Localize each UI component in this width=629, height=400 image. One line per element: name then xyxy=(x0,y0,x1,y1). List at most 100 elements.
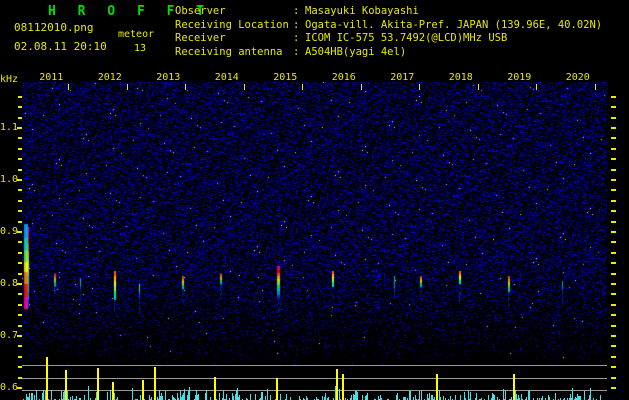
activity-bar xyxy=(365,396,366,400)
spectrogram-plot xyxy=(22,82,607,400)
activity-bar xyxy=(492,393,493,400)
activity-bar xyxy=(555,393,556,400)
y-axis-tick-label: 0.8 xyxy=(0,278,18,289)
activity-bar xyxy=(432,395,433,400)
activity-bar xyxy=(303,398,304,400)
activity-bar xyxy=(286,394,287,400)
activity-bar xyxy=(397,393,398,400)
right-axis-tick xyxy=(611,231,616,233)
y-axis-tick-label: 0.9 xyxy=(0,226,18,237)
right-axis-tick xyxy=(611,220,616,223)
activity-bar xyxy=(548,395,549,400)
activity-bar xyxy=(413,397,414,400)
activity-bar xyxy=(238,397,239,400)
info-row: Receiver : ICOM IC-575 53.7492(@LCD)MHz … xyxy=(175,32,602,46)
x-axis-year-label: 2017 xyxy=(390,72,415,83)
activity-peak-bar xyxy=(112,382,114,400)
activity-bar xyxy=(107,392,108,400)
activity-bar xyxy=(518,395,519,400)
activity-bar xyxy=(600,395,601,400)
activity-bar xyxy=(476,393,477,400)
activity-bar xyxy=(505,391,506,400)
activity-bar xyxy=(537,398,538,400)
right-axis-tick xyxy=(611,106,616,109)
right-axis-tick xyxy=(611,189,616,192)
y-axis-minor-tick xyxy=(18,95,22,98)
activity-bar xyxy=(366,395,367,400)
activity-bar xyxy=(307,398,308,400)
y-axis-tick xyxy=(17,231,22,233)
activity-bar xyxy=(132,388,133,400)
activity-bar xyxy=(464,392,465,400)
activity-bar xyxy=(195,395,196,400)
activity-bar xyxy=(177,393,178,400)
activity-bar xyxy=(511,397,512,400)
activity-bar xyxy=(188,391,189,400)
activity-bar xyxy=(29,393,30,400)
right-axis-ticks xyxy=(608,70,629,400)
activity-bar xyxy=(90,398,91,400)
activity-peak-bar xyxy=(342,374,344,400)
right-axis-tick xyxy=(611,303,616,306)
activity-bar xyxy=(404,397,405,400)
right-axis-tick xyxy=(611,324,616,327)
right-axis-tick xyxy=(611,293,616,296)
activity-bar xyxy=(350,398,351,400)
activity-bar xyxy=(570,394,571,400)
activity-bar xyxy=(237,388,238,400)
info-value: Ogata-vill. Akita-Pref. JAPAN (139.96E, … xyxy=(305,18,603,31)
info-colon: : xyxy=(293,32,300,44)
activity-bar xyxy=(140,395,141,400)
file-datetime-label: 02.08.11 20:10 xyxy=(14,40,107,53)
x-axis-tick xyxy=(244,84,245,90)
activity-peak-bar xyxy=(154,367,156,400)
activity-bar xyxy=(76,396,77,400)
x-axis-year-label: 2011 xyxy=(39,72,64,83)
x-axis-tick xyxy=(185,84,186,90)
activity-bar xyxy=(493,394,494,400)
activity-bar xyxy=(28,397,29,400)
activity-bar xyxy=(235,394,236,400)
activity-bar xyxy=(410,391,411,400)
activity-bar xyxy=(239,395,240,400)
activity-bar xyxy=(117,397,118,400)
activity-bar xyxy=(290,397,291,400)
file-name-label: 08112010.png xyxy=(14,21,94,34)
activity-bar xyxy=(197,395,198,400)
activity-bar xyxy=(232,393,233,400)
right-axis-tick xyxy=(611,283,616,285)
activity-bar xyxy=(80,398,81,400)
x-axis-year-label: 2014 xyxy=(214,72,239,83)
activity-bar xyxy=(306,396,307,400)
y-axis-minor-tick xyxy=(18,262,22,265)
activity-bar xyxy=(584,391,585,400)
activity-bar xyxy=(45,391,46,400)
activity-bar xyxy=(345,398,346,400)
activity-bar xyxy=(95,398,96,400)
activity-bar xyxy=(198,394,199,400)
activity-bar xyxy=(355,391,356,400)
activity-bar xyxy=(182,395,183,400)
activity-bar xyxy=(267,389,268,400)
activity-bar xyxy=(31,393,32,400)
y-axis-minor-tick xyxy=(18,355,22,358)
info-value: A504HB(yagi 4el) xyxy=(305,45,407,58)
activity-bar xyxy=(491,398,492,400)
activity-bar xyxy=(149,395,150,400)
activity-bar xyxy=(223,391,224,400)
activity-bar xyxy=(219,393,220,400)
activity-bar xyxy=(356,391,357,400)
activity-bar xyxy=(42,393,43,400)
activity-bar xyxy=(36,390,37,400)
activity-bar xyxy=(515,390,516,400)
x-axis-tick xyxy=(419,84,420,90)
activity-bar xyxy=(569,398,570,400)
activity-bar xyxy=(43,390,44,400)
activity-bar xyxy=(299,396,300,400)
x-axis-year-label: 2018 xyxy=(448,72,473,83)
info-row: Receiving antenna : A504HB(yagi 4el) xyxy=(175,46,602,60)
right-axis-tick xyxy=(611,272,616,275)
bar-panel-gridline xyxy=(22,365,607,366)
activity-peak-bar xyxy=(513,374,515,400)
info-colon: : xyxy=(293,18,300,31)
